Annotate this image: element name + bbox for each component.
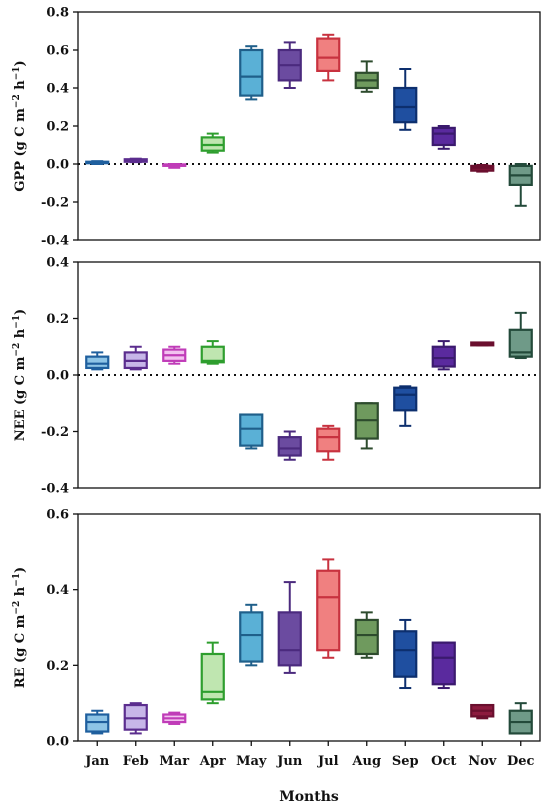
y-tick-label: 0.4 — [46, 583, 69, 598]
box-iqr — [316, 37, 341, 72]
box-feb — [123, 702, 148, 735]
y-tick-label: 0.2 — [46, 120, 69, 135]
box-iqr — [393, 386, 418, 412]
y-tick-label: 0.0 — [46, 158, 69, 173]
x-tick-label: Feb — [123, 754, 149, 769]
x-tick-label: May — [236, 754, 267, 769]
box-apr — [200, 641, 225, 705]
box-iqr — [200, 345, 225, 364]
box-mar — [162, 163, 187, 169]
box-sep — [393, 68, 418, 131]
y-tick-label: 0.4 — [46, 256, 69, 271]
box-iqr — [85, 355, 110, 370]
plot-frame — [77, 513, 541, 742]
box-aug — [354, 611, 379, 659]
box-nov — [470, 341, 495, 347]
panels: -0.4 -0.2 0.0 0.2 0.4 0.6 0.8 GPP (g C m−2 h−1)… — [12, 6, 541, 750]
y-tick-label: -0.2 — [41, 425, 69, 440]
x-tick-label: Oct — [431, 754, 456, 769]
x-axis: Jan Feb Mar Apr May Jun Jul Aug Sep Oct Nov Dec — [84, 741, 535, 769]
box-jun — [277, 430, 302, 461]
x-tick-label: Dec — [507, 754, 535, 769]
box-feb — [123, 345, 148, 371]
box-aug — [354, 402, 379, 450]
box-iqr — [277, 611, 302, 667]
box-iqr — [277, 436, 302, 457]
y-axis-title: GPP (g C m−2 h−1) — [12, 60, 28, 191]
y-tick-label: 0.8 — [46, 6, 69, 21]
box-jan — [85, 160, 110, 165]
box-dec — [508, 163, 533, 207]
y-tick-label: 0.0 — [46, 369, 69, 384]
box-oct — [431, 641, 456, 690]
y-tick-label: 0.0 — [46, 735, 69, 750]
box-oct — [431, 340, 456, 371]
box-sep — [393, 618, 418, 690]
box-iqr — [508, 328, 533, 358]
y-tick-label: 0.2 — [46, 659, 69, 674]
box-may — [239, 45, 264, 101]
x-tick-label: Sep — [392, 754, 419, 769]
box-iqr — [316, 569, 341, 652]
box-sep — [393, 385, 418, 427]
panel-nee: -0.4 -0.2 0.0 0.2 0.4 NEE (g C m−2 h−1) — [12, 256, 541, 497]
y-axis-title: NEE (g C m−2 h−1) — [12, 309, 28, 441]
box-jul — [316, 33, 341, 82]
x-tick-label: Jul — [317, 754, 339, 769]
box-apr — [200, 132, 225, 154]
box-iqr — [316, 427, 341, 453]
panel-gpp: -0.4 -0.2 0.0 0.2 0.4 0.6 0.8 GPP (g C m−2 h−1) — [12, 6, 541, 249]
box-jul — [316, 424, 341, 461]
box-iqr — [393, 86, 418, 124]
box-jun — [277, 581, 302, 674]
box-may — [239, 603, 264, 667]
x-tick-label: Jun — [276, 754, 303, 769]
box-iqr — [239, 611, 264, 663]
box-iqr — [431, 641, 456, 686]
plot-frame — [77, 261, 541, 489]
x-tick-label: Nov — [468, 754, 497, 769]
box-aug — [354, 60, 379, 93]
box-iqr — [431, 126, 456, 147]
y-tick-label: -0.4 — [41, 482, 69, 497]
box-jul — [316, 558, 341, 659]
x-tick-label: Jan — [84, 754, 110, 769]
y-tick-label: 0.2 — [46, 312, 69, 327]
plot-frame — [77, 11, 541, 241]
box-apr — [200, 340, 225, 365]
x-tick-label: Mar — [159, 754, 189, 769]
box-iqr — [200, 652, 225, 701]
box-nov — [470, 703, 495, 720]
box-feb — [123, 157, 148, 164]
x-axis-title: Months — [279, 789, 339, 805]
box-iqr — [393, 630, 418, 678]
x-tick-label: Aug — [351, 754, 381, 769]
box-jun — [277, 41, 302, 89]
box-dec — [508, 311, 533, 360]
panel-re: 0.0 0.2 0.4 0.6 RE (g C m−2 h−1) — [12, 508, 541, 750]
y-tick-label: -0.2 — [41, 196, 69, 211]
box-mar — [162, 345, 187, 365]
box-nov — [470, 163, 495, 173]
box-jan — [85, 351, 110, 371]
box-iqr — [239, 413, 264, 447]
box-dec — [508, 702, 533, 735]
box-may — [239, 413, 264, 450]
y-tick-label: 0.4 — [46, 82, 69, 97]
box-oct — [431, 125, 456, 150]
box-jan — [85, 709, 110, 735]
y-axis-title: RE (g C m−2 h−1) — [12, 567, 28, 688]
y-tick-label: 0.6 — [46, 44, 69, 59]
box-iqr — [431, 345, 456, 368]
x-tick-label: Apr — [199, 754, 226, 769]
y-tick-label: 0.6 — [46, 508, 69, 523]
y-tick-label: -0.4 — [41, 234, 69, 249]
box-iqr — [239, 48, 264, 97]
box-mar — [162, 711, 187, 725]
box-iqr — [354, 618, 379, 656]
